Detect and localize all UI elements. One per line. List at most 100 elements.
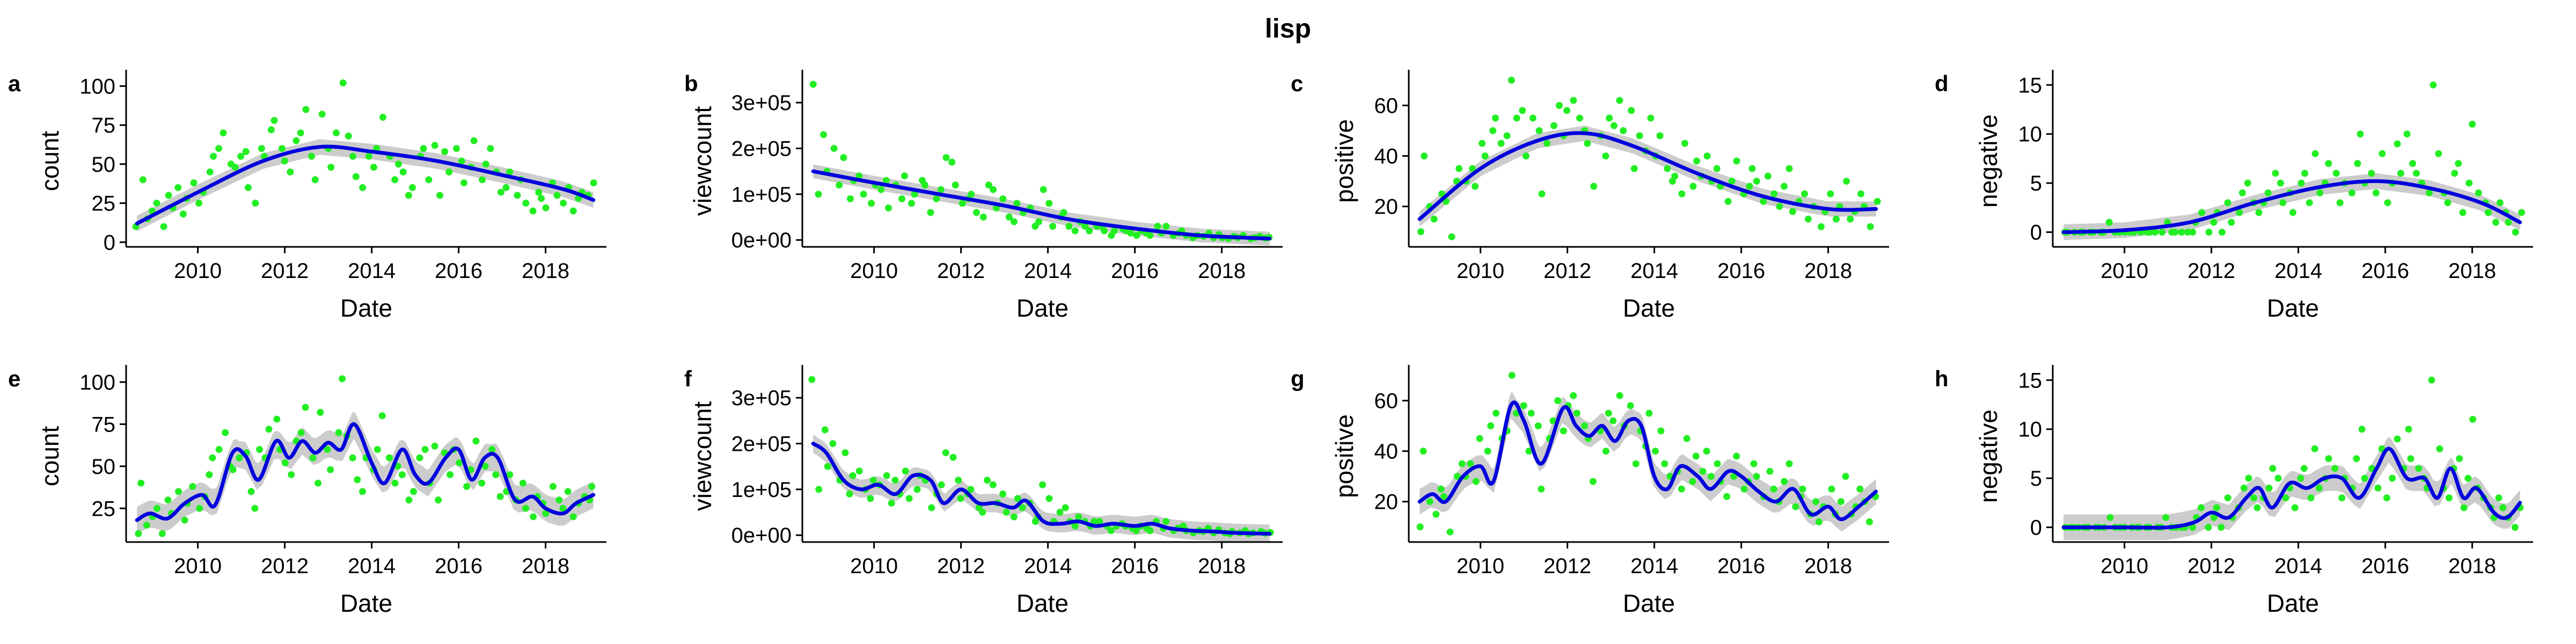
data-point [1453, 473, 1461, 480]
data-point [1132, 527, 1140, 535]
data-point [2316, 484, 2323, 492]
data-point [989, 481, 997, 488]
data-point [2297, 474, 2304, 482]
x-tick-label: 2012 [261, 259, 309, 283]
data-point [215, 145, 223, 152]
x-tick-label: 2016 [1111, 554, 1159, 578]
data-point [1827, 190, 1834, 197]
x-axis-title: Date [340, 589, 392, 617]
data-point [1110, 227, 1118, 235]
data-point [1681, 140, 1688, 147]
panel-letter: b [684, 71, 698, 96]
data-point [1590, 182, 1598, 190]
data-point [416, 454, 423, 462]
data-point [1060, 209, 1067, 216]
data-point [1657, 427, 1665, 435]
y-axis-title: viewcount [689, 401, 716, 511]
data-point [836, 181, 843, 189]
data-point [229, 466, 237, 473]
data-point [236, 454, 243, 462]
data-point [460, 179, 467, 187]
x-tick-label: 2010 [2101, 554, 2148, 578]
data-point [949, 453, 957, 461]
x-tick-label: 2012 [1543, 259, 1591, 283]
data-point [519, 479, 526, 487]
data-point [488, 446, 496, 453]
data-point [435, 496, 442, 504]
x-tick-label: 2010 [174, 259, 222, 283]
data-point [1770, 485, 1777, 493]
y-axis-title: count [36, 131, 64, 192]
data-point [2426, 189, 2433, 196]
data-point [942, 154, 950, 162]
data-point [1045, 495, 1053, 502]
data-point [824, 463, 831, 470]
data-point [409, 184, 416, 191]
data-point [1664, 165, 1671, 172]
x-axis-title: Date [1623, 294, 1675, 322]
data-point [1792, 503, 1799, 510]
data-point [514, 192, 521, 199]
data-point [2301, 170, 2309, 177]
data-point [1733, 157, 1740, 165]
data-point [2383, 494, 2390, 502]
data-point [135, 530, 142, 537]
data-point [1091, 518, 1098, 525]
data-point [2274, 474, 2282, 482]
data-point [1549, 417, 1557, 425]
data-point [1785, 165, 1793, 172]
data-point [1096, 518, 1103, 525]
x-tick-label: 2012 [261, 554, 309, 578]
data-point [174, 184, 182, 191]
data-point [317, 408, 324, 416]
data-point [1753, 473, 1760, 480]
data-point [522, 504, 529, 512]
x-axis-title: Date [1623, 589, 1675, 617]
data-point [1453, 178, 1460, 185]
data-point [2455, 160, 2462, 167]
data-point [1538, 190, 1546, 197]
data-point [2213, 504, 2220, 511]
data-point [1789, 208, 1796, 215]
y-tick-label: 20 [1374, 491, 1399, 514]
data-point [855, 467, 863, 475]
data-point [538, 195, 545, 202]
y-axis-title: viewcount [689, 106, 716, 216]
data-point [877, 186, 885, 193]
x-tick-label: 2012 [937, 554, 985, 578]
x-tick-label: 2014 [2274, 554, 2322, 578]
data-point [1481, 152, 1489, 160]
y-tick-label: 50 [92, 153, 116, 177]
data-point [2178, 229, 2185, 236]
data-point [569, 513, 577, 521]
data-point [2171, 229, 2179, 236]
x-tick-label: 2014 [1630, 259, 1678, 283]
data-point [967, 486, 975, 493]
y-tick-label: 10 [2018, 123, 2043, 147]
data-point [2475, 189, 2482, 196]
data-point [1692, 452, 1700, 460]
data-point [808, 376, 816, 383]
data-point [2146, 229, 2154, 236]
data-point [302, 106, 310, 113]
y-tick-label: 75 [92, 413, 116, 436]
data-point [1513, 114, 1520, 122]
panel-b: b 0e+00 1e+05 2e+05 3e+05 2010 2012 2014 2016 201… [684, 70, 1283, 322]
data-point [815, 191, 822, 198]
data-point [2407, 455, 2414, 463]
data-point [327, 164, 335, 171]
data-point [1497, 140, 1505, 147]
data-point [410, 488, 417, 495]
data-point [1476, 435, 1483, 442]
data-point [809, 80, 817, 88]
data-point [2297, 179, 2305, 187]
data-point [2465, 179, 2473, 187]
data-point [1529, 114, 1536, 122]
data-point [137, 479, 145, 487]
data-point [179, 210, 187, 218]
data-point [1703, 152, 1711, 160]
data-point [1146, 232, 1154, 239]
data-point [345, 133, 352, 140]
data-point [496, 493, 504, 500]
data-point [281, 157, 288, 165]
